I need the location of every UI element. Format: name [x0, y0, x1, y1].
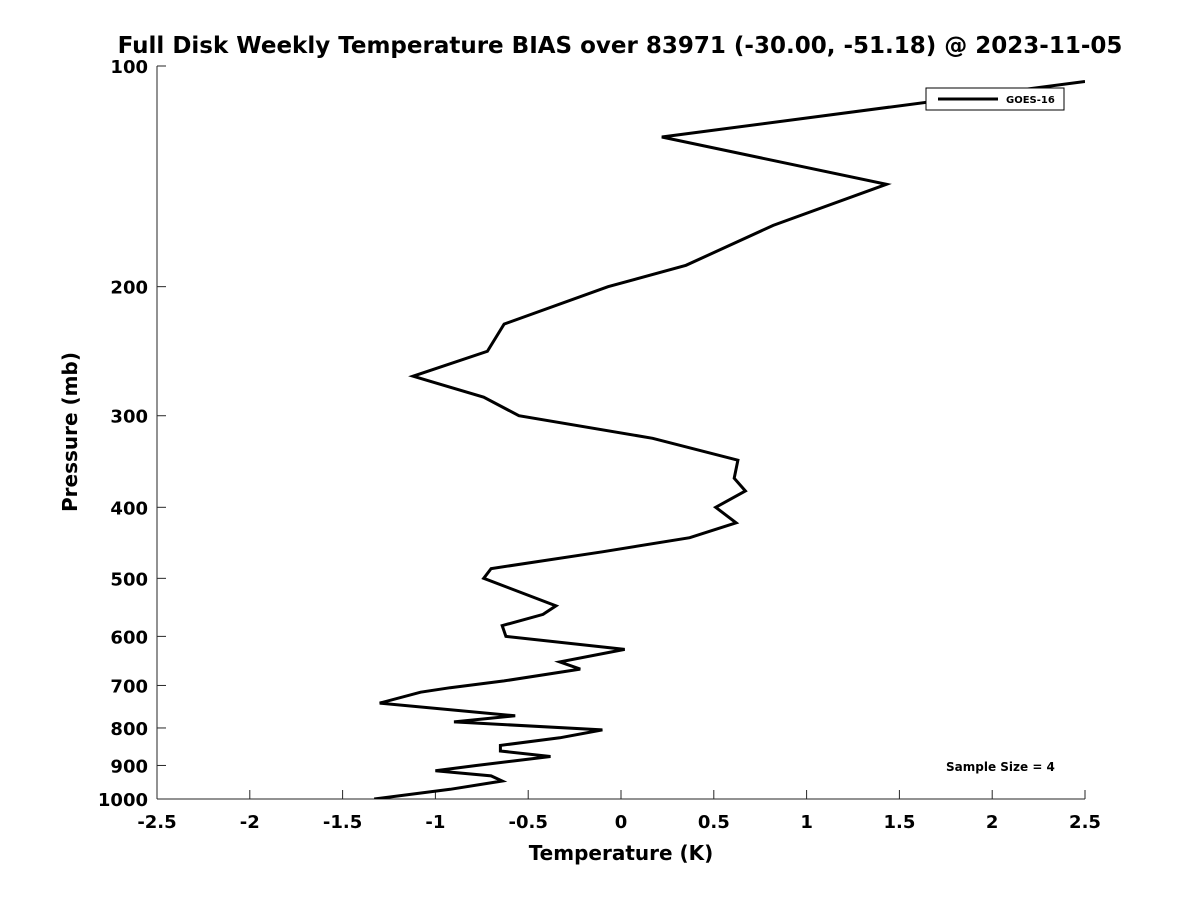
x-tick-label: -2: [240, 812, 260, 833]
x-tick-label: 0.5: [698, 812, 730, 833]
y-axis-label: Pressure (mb): [58, 352, 82, 512]
x-tick-label: 0: [615, 812, 628, 833]
y-axis-ticks: 100 200 300 400 500 600 700 800 900 1000: [98, 57, 166, 811]
x-tick-label: -0.5: [509, 812, 548, 833]
x-tick-label: -1.5: [323, 812, 362, 833]
x-tick-label: 2.5: [1069, 812, 1101, 833]
y-tick-label: 700: [110, 676, 148, 697]
series-line-goes-16: [374, 80, 1085, 799]
x-axis-ticks: -2.5 -2 -1.5 -1 -0.5 0 0.5 1 1.5 2 2.5: [137, 790, 1101, 833]
x-tick-label: -1: [425, 812, 445, 833]
y-tick-label: 400: [110, 498, 148, 519]
x-tick-label: 1.5: [883, 812, 915, 833]
x-axis-label: Temperature (K): [529, 841, 714, 865]
legend-entry-goes-16: GOES-16: [1006, 95, 1055, 106]
x-tick-label: -2.5: [137, 812, 176, 833]
sample-size-annotation: Sample Size = 4: [946, 760, 1055, 774]
chart-title: Full Disk Weekly Temperature BIAS over 8…: [118, 33, 1123, 59]
y-tick-label: 600: [110, 627, 148, 648]
y-tick-label: 300: [110, 407, 148, 428]
y-tick-label: 900: [110, 756, 148, 777]
y-tick-label: 800: [110, 719, 148, 740]
y-tick-label: 200: [110, 278, 148, 299]
legend: GOES-16: [925, 87, 1065, 111]
y-tick-label: 1000: [98, 790, 148, 811]
y-tick-label: 500: [110, 569, 148, 590]
y-tick-label: 100: [110, 57, 148, 78]
x-tick-label: 2: [986, 812, 999, 833]
x-tick-label: 1: [800, 812, 813, 833]
